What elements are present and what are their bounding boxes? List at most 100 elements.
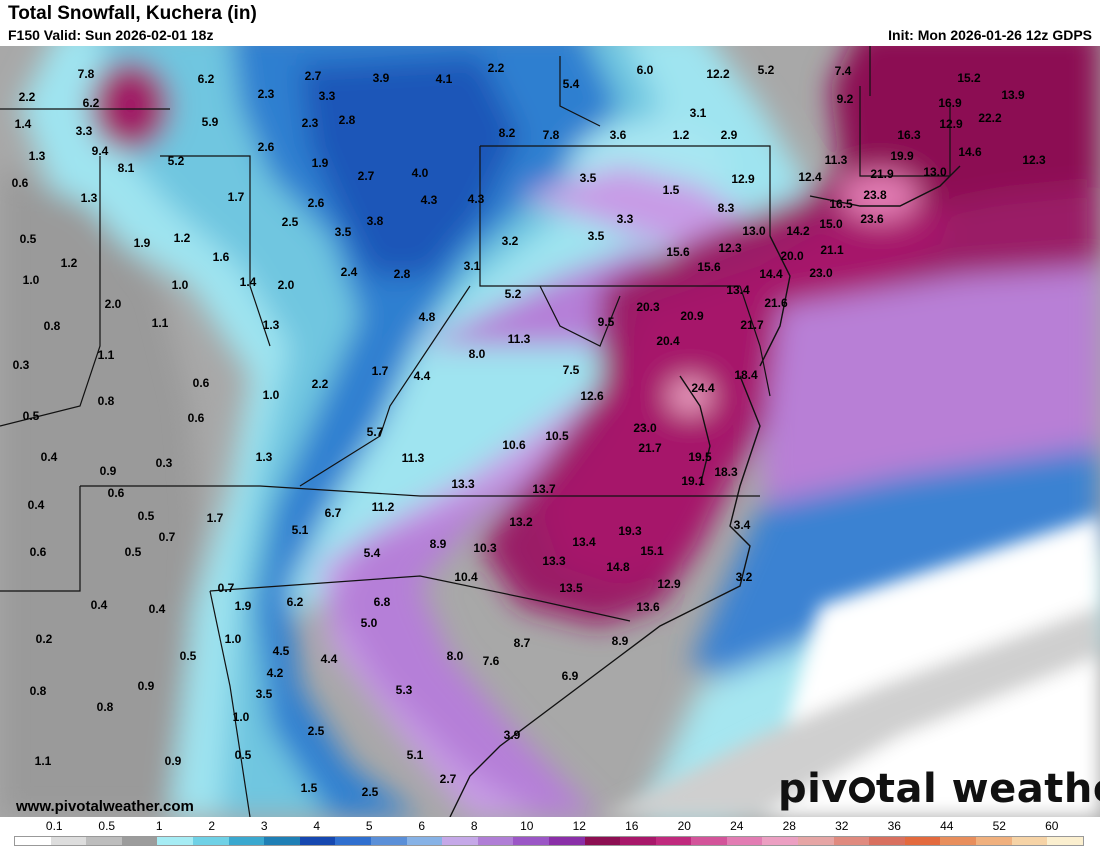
legend-swatch bbox=[86, 837, 122, 845]
snowfall-value-label: 5.1 bbox=[292, 523, 309, 537]
snowfall-value-label: 23.6 bbox=[860, 212, 884, 226]
snowfall-value-label: 15.0 bbox=[819, 217, 843, 231]
legend-swatch bbox=[50, 837, 87, 845]
snowfall-value-label: 16.9 bbox=[938, 96, 962, 110]
snowfall-value-label: 0.4 bbox=[91, 598, 108, 612]
snowfall-value-label: 0.5 bbox=[235, 748, 252, 762]
snowfall-value-label: 0.3 bbox=[156, 456, 173, 470]
snowfall-value-label: 1.7 bbox=[207, 511, 224, 525]
legend-swatch bbox=[370, 837, 407, 845]
snowfall-value-label: 15.6 bbox=[666, 245, 690, 259]
snowfall-value-label: 0.9 bbox=[138, 679, 155, 693]
snowfall-value-label: 14.4 bbox=[759, 267, 783, 281]
snowfall-value-label: 23.0 bbox=[633, 421, 657, 435]
legend-swatch bbox=[228, 837, 265, 845]
snowfall-value-label: 0.6 bbox=[193, 376, 210, 390]
legend-tick-label: 36 bbox=[887, 819, 901, 833]
snowfall-value-label: 0.7 bbox=[159, 530, 176, 544]
snowfall-value-label: 2.2 bbox=[312, 377, 329, 391]
snowfall-value-label: 1.3 bbox=[256, 450, 273, 464]
snowfall-value-label: 4.3 bbox=[468, 192, 485, 206]
legend-swatch bbox=[869, 837, 905, 845]
snowfall-value-label: 13.2 bbox=[509, 515, 533, 529]
snowfall-value-label: 2.0 bbox=[278, 278, 295, 292]
snowfall-value-label: 7.8 bbox=[78, 67, 95, 81]
legend-tick-label: 5 bbox=[365, 819, 373, 833]
legend-swatch bbox=[548, 837, 585, 845]
snowfall-value-label: 6.9 bbox=[562, 669, 579, 683]
snowfall-value-labels: 7.8 6.2 2.7 3.9 4.1 2.2 6.0 5.4 12.2 5.2 7.4 9.2 15.… bbox=[12, 61, 1046, 799]
snowfall-value-label: 5.4 bbox=[563, 77, 580, 91]
legend-swatch bbox=[798, 837, 834, 845]
snowfall-value-label: 15.2 bbox=[957, 71, 981, 85]
snowfall-value-label: 4.4 bbox=[414, 369, 431, 383]
snowfall-value-label: 13.6 bbox=[636, 600, 660, 614]
snowfall-value-label: 1.2 bbox=[673, 128, 690, 142]
snowfall-value-label: 3.1 bbox=[690, 106, 707, 120]
snowfall-value-label: 1.9 bbox=[235, 599, 252, 613]
snowfall-value-label: 0.6 bbox=[108, 486, 125, 500]
snowfall-value-label: 3.1 bbox=[464, 259, 481, 273]
legend-tick-label: 20 bbox=[677, 819, 691, 833]
snowfall-value-label: 13.4 bbox=[726, 283, 750, 297]
gear-icon bbox=[848, 777, 875, 803]
snowfall-value-label: 4.0 bbox=[412, 166, 429, 180]
snowfall-value-label: 2.6 bbox=[258, 140, 275, 154]
legend-swatch bbox=[15, 837, 51, 845]
legend-tick-label: 10 bbox=[520, 819, 534, 833]
snowfall-value-label: 1.1 bbox=[98, 348, 115, 362]
snowfall-value-label: 18.3 bbox=[714, 465, 738, 479]
snowfall-value-label: 0.8 bbox=[30, 684, 47, 698]
legend-swatch bbox=[762, 837, 799, 845]
snowfall-value-label: 10.4 bbox=[454, 570, 478, 584]
valid-time: F150 Valid: Sun 2026-02-01 18z bbox=[8, 27, 214, 43]
snowfall-value-label: 0.4 bbox=[28, 498, 45, 512]
legend-swatch bbox=[121, 837, 158, 845]
snowfall-value-label: 23.0 bbox=[809, 266, 833, 280]
snowfall-value-label: 8.7 bbox=[514, 636, 531, 650]
snowfall-value-label: 6.7 bbox=[325, 506, 342, 520]
snowfall-value-label: 14.2 bbox=[786, 224, 810, 238]
snowfall-value-label: 6.2 bbox=[198, 72, 215, 86]
snowfall-value-label: 3.8 bbox=[367, 214, 384, 228]
snowfall-value-label: 1.4 bbox=[240, 275, 257, 289]
snowfall-value-label: 5.2 bbox=[758, 63, 775, 77]
snowfall-value-label: 7.6 bbox=[483, 654, 500, 668]
snowfall-value-label: 0.6 bbox=[12, 176, 29, 190]
snowfall-value-label: 20.4 bbox=[656, 334, 680, 348]
snowfall-value-label: 10.5 bbox=[545, 429, 569, 443]
snowfall-value-label: 1.9 bbox=[312, 156, 329, 170]
snowfall-value-label: 8.9 bbox=[612, 634, 629, 648]
legend-tick-label: 12 bbox=[572, 819, 586, 833]
snowfall-value-label: 0.6 bbox=[30, 545, 47, 559]
legend-swatch bbox=[264, 837, 300, 845]
snowfall-value-label: 21.7 bbox=[740, 318, 764, 332]
legend-colorbar bbox=[14, 836, 1084, 846]
snowfall-value-label: 4.5 bbox=[273, 644, 290, 658]
legend-tick-label: 28 bbox=[782, 819, 796, 833]
snowfall-value-label: 12.6 bbox=[580, 389, 604, 403]
snowfall-value-label: 3.3 bbox=[617, 212, 634, 226]
legend-swatch bbox=[726, 837, 763, 845]
snowfall-value-label: 8.2 bbox=[499, 126, 516, 140]
snowfall-value-label: 12.9 bbox=[731, 172, 755, 186]
snowfall-value-label: 3.2 bbox=[502, 234, 519, 248]
snowfall-value-label: 2.2 bbox=[488, 61, 505, 75]
snowfall-value-label: 21.7 bbox=[638, 441, 662, 455]
snowfall-value-label: 0.5 bbox=[125, 545, 142, 559]
legend-swatch bbox=[584, 837, 621, 845]
snowfall-value-label: 21.1 bbox=[820, 243, 844, 257]
snowfall-value-label: 8.0 bbox=[469, 347, 486, 361]
snowfall-value-label: 1.6 bbox=[213, 250, 230, 264]
snowfall-value-label: 2.5 bbox=[362, 785, 379, 799]
snowfall-value-label: 1.3 bbox=[29, 149, 46, 163]
snowfall-value-label: 6.2 bbox=[83, 96, 100, 110]
snowfall-value-label: 3.3 bbox=[319, 89, 336, 103]
snowfall-value-label: 3.4 bbox=[734, 518, 751, 532]
snowfall-value-label: 0.4 bbox=[41, 450, 58, 464]
legend-swatch bbox=[157, 837, 193, 845]
snowfall-value-label: 1.2 bbox=[174, 231, 191, 245]
snowfall-value-label: 15.6 bbox=[697, 260, 721, 274]
snowfall-value-label: 13.4 bbox=[572, 535, 596, 549]
